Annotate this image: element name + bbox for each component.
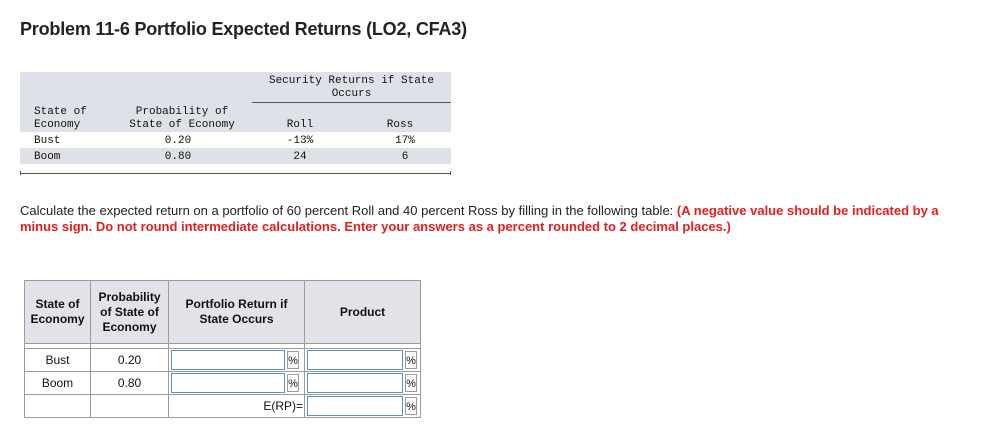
answer-table-header: State of Economy Probability of State of… [24, 280, 421, 344]
table-row: Boom 0.80 % % [24, 371, 421, 395]
col-header-roll: Roll [286, 119, 314, 131]
header-portfolio-return: Portfolio Return if State Occurs [168, 280, 305, 344]
header-return-line2: State Occurs [199, 312, 274, 326]
row-bust-roll: -13% [286, 135, 314, 147]
percent-sign: % [405, 374, 417, 392]
product-cell-boom: % [304, 371, 421, 395]
header-probability-line1: Probability [98, 289, 161, 304]
row-boom-prob: 0.80 [164, 151, 192, 163]
group-header-rule [252, 102, 451, 103]
expected-return-input[interactable] [307, 396, 403, 416]
header-probability-line3: Economy [102, 319, 157, 334]
row-state-boom: Boom [24, 371, 91, 395]
table-row: E(RP)= % [24, 394, 421, 418]
row-bust-state: Bust [34, 135, 61, 147]
col-header-ross: Ross [386, 119, 414, 131]
header-probability: Probability of State of Economy [90, 280, 169, 344]
row-boom-roll: 24 [293, 151, 307, 163]
erp-label: E(RP)= [263, 399, 303, 413]
col-header-state: State of Economy [34, 106, 87, 132]
table-row: Bust 0.20 % % [24, 348, 421, 372]
erp-label-cell: E(RP)= [168, 394, 305, 418]
return-cell-bust: % [168, 348, 305, 372]
product-input-boom[interactable] [307, 373, 403, 393]
header-state-line2: Economy [30, 312, 85, 326]
erp-empty-state [24, 394, 91, 418]
percent-sign: % [287, 351, 299, 369]
row-bust-prob: 0.20 [164, 135, 192, 147]
product-input-bust[interactable] [307, 350, 403, 370]
row-state-bust: Bust [24, 348, 91, 372]
problem-title: Problem 11-6 Portfolio Expected Returns … [20, 19, 467, 39]
col-header-probability-line2: State of Economy [129, 119, 235, 131]
returns-data-table: Security Returns if State Occurs State o… [20, 72, 451, 176]
answer-table: State of Economy Probability of State of… [24, 280, 421, 418]
instructions: Calculate the expected return on a portf… [20, 203, 970, 235]
table-bottom-rule [20, 173, 451, 174]
instructions-emphasis: (A negative value should be indicated by… [20, 203, 939, 234]
row-prob-bust: 0.20 [90, 348, 169, 372]
col-header-probability: Probability of State of Economy [114, 106, 250, 132]
header-product: Product [304, 280, 421, 344]
erp-empty-prob [90, 394, 169, 418]
header-return-line1: Portfolio Return if [185, 297, 288, 311]
percent-sign: % [287, 374, 299, 392]
percent-sign: % [405, 397, 417, 415]
table-bottom-tick-left [20, 171, 21, 175]
col-header-probability-line1: Probability of [135, 106, 229, 118]
col-header-state-line1: State of [34, 106, 87, 118]
col-header-state-line2: Economy [34, 119, 81, 131]
portfolio-return-input-bust[interactable] [171, 350, 285, 370]
instructions-text: Calculate the expected return on a portf… [20, 203, 677, 218]
group-header: Security Returns if State Occurs [252, 75, 451, 101]
row-prob-boom: 0.80 [90, 371, 169, 395]
group-header-line2: Occurs [331, 88, 372, 100]
erp-cell: % [304, 394, 421, 418]
group-header-line1: Security Returns if State [268, 75, 435, 87]
header-probability-line2: of State of [100, 304, 159, 319]
row-boom-ross: 6 [401, 151, 409, 163]
header-state-line1: State of [35, 297, 80, 311]
row-boom-state: Boom [34, 151, 61, 163]
percent-sign: % [405, 351, 417, 369]
portfolio-return-input-boom[interactable] [171, 373, 285, 393]
return-cell-boom: % [168, 371, 305, 395]
product-cell-bust: % [304, 348, 421, 372]
row-band-boom [20, 148, 451, 164]
header-state: State of Economy [24, 280, 91, 344]
row-bust-ross: 17% [395, 135, 415, 147]
table-bottom-tick-right [450, 171, 451, 175]
